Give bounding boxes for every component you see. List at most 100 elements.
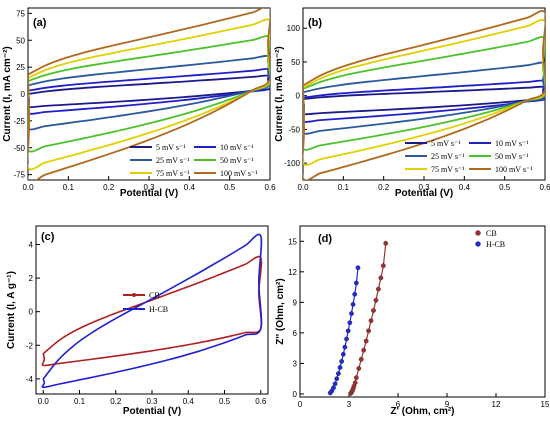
y-tick-label: 3 (293, 359, 298, 368)
data-point (345, 328, 351, 334)
panel-b: 0.0 0.1 0.2 0.3 0.4 0.5 0.6 -100 -50 0 50 100 Potent… (274, 7, 550, 199)
series-line-1 (28, 74, 270, 109)
panel-c: 0.0 0.1 0.2 0.3 0.4 0.5 0.6 -4 -2 0 2 4 Potential (V… (6, 225, 269, 417)
panel-d: 0 3 6 9 12 15 0 3 6 9 12 15 Z' (Ohm, cm²) Z'' (Ohm, c… (275, 225, 550, 417)
series-line-3 (303, 61, 545, 135)
y-tick-label: -75 (13, 171, 25, 180)
legend-label: CB (486, 229, 497, 238)
data-point (373, 297, 379, 303)
y-tick-label: -4 (26, 375, 34, 384)
data-point (380, 263, 386, 269)
data-point (353, 375, 359, 381)
data-point (366, 328, 371, 334)
data-point (358, 356, 364, 362)
legend-label: 5 mV s⁻¹ (431, 139, 461, 148)
legend-label: H-CB (486, 240, 505, 249)
data-point (353, 280, 359, 286)
x-tick-label: 0.2 (378, 183, 390, 192)
x-tick-label: 0.1 (63, 183, 75, 192)
x-tick-label: 15 (541, 400, 550, 409)
x-tick-label: 0.4 (183, 397, 195, 406)
series-line-5 (28, 18, 270, 171)
x-tick-label: 0.6 (255, 397, 267, 406)
y-tick-label: -25 (13, 117, 25, 126)
x-tick-label: 9 (445, 400, 450, 409)
data-point (356, 366, 362, 371)
legend-label: CB (149, 291, 160, 300)
data-point (350, 301, 356, 307)
data-point (355, 265, 361, 271)
legend-label: 50 mV s⁻¹ (495, 152, 529, 161)
data-point (335, 371, 341, 376)
y-axis-label: Z'' (Ohm, cm²) (275, 278, 286, 344)
legend-label: H-CB (149, 305, 168, 314)
x-axis-label: Potential (V) (395, 188, 453, 199)
plot-frame (299, 225, 546, 398)
data-point (352, 291, 358, 297)
series-line-2 (28, 67, 270, 115)
y-tick-label: -50 (13, 144, 25, 153)
y-tick-label: 6 (293, 329, 298, 338)
legend-label: 100 mV s⁻¹ (495, 165, 533, 174)
legend: CB H-CB (123, 291, 168, 314)
x-tick-label: 6 (396, 400, 401, 409)
x-tick-label: 0.5 (219, 397, 231, 406)
y-tick-label: 0 (21, 90, 26, 99)
legend-label: 25 mV s⁻¹ (156, 156, 190, 165)
plot-area (303, 9, 545, 180)
y-tick-label: 100 (287, 24, 301, 33)
y-tick-label: -50 (288, 125, 300, 134)
y-tick-label: 0 (293, 390, 298, 399)
x-tick-label: 0.4 (459, 183, 471, 192)
data-point (375, 286, 381, 292)
x-tick-label: 0.5 (224, 183, 236, 192)
panel-a: 0.0 0.1 0.2 0.3 0.4 0.5 0.6 -75 -50 -25 0 25 50 75 Pot… (2, 7, 276, 199)
y-tick-label: -100 (284, 159, 301, 168)
series-line-1 (350, 243, 387, 394)
series-line-6 (28, 8, 270, 180)
y-tick-label: 15 (288, 237, 297, 246)
legend-label: 5 mV s⁻¹ (156, 143, 186, 152)
x-tick-label: 0.0 (38, 397, 50, 406)
y-tick-label: 25 (16, 63, 25, 72)
x-tick-label: 12 (492, 400, 501, 409)
x-tick-label: 0.3 (146, 397, 158, 406)
data-point (361, 347, 367, 353)
x-tick-label: 0.6 (264, 183, 276, 192)
data-point (368, 318, 374, 324)
legend-label: 10 mV s⁻¹ (220, 143, 254, 152)
y-tick-label: 50 (291, 58, 300, 67)
panel-label: (c) (41, 231, 55, 243)
x-tick-label: 0.1 (74, 397, 86, 406)
x-tick-label: 0.0 (22, 183, 34, 192)
x-tick-label: 0.6 (539, 183, 550, 192)
legend-label: 10 mV s⁻¹ (495, 139, 529, 148)
legend-label: 50 mV s⁻¹ (220, 156, 254, 165)
x-tick-label: 0 (298, 400, 303, 409)
y-tick-label: 9 (293, 298, 298, 307)
legend-marker (475, 230, 481, 236)
legend-label: 25 mV s⁻¹ (431, 152, 465, 161)
series-line-1 (303, 85, 545, 116)
x-tick-label: 3 (347, 400, 352, 409)
panel-label: (b) (308, 17, 322, 29)
y-tick-label: 0 (296, 92, 301, 101)
series-line-2 (41, 233, 263, 389)
legend: 5 mV s⁻¹ 10 mV s⁻¹ 25 mV s⁻¹ 50 mV s⁻¹ 75 mV… (405, 139, 533, 174)
series-line-6 (303, 9, 545, 180)
data-point (347, 320, 353, 326)
data-point (349, 311, 354, 316)
data-point (332, 381, 338, 387)
y-tick-label: 12 (288, 268, 297, 277)
plot-area (28, 8, 270, 180)
data-point (383, 240, 389, 246)
legend: 5 mV s⁻¹ 10 mV s⁻¹ 25 mV s⁻¹ 50 mV s⁻¹ 75 mV… (130, 143, 258, 178)
x-tick-label: 0.2 (103, 183, 115, 192)
data-point (344, 336, 349, 342)
x-tick-label: 0.2 (110, 397, 122, 406)
legend-label: 100 mV s⁻¹ (220, 169, 258, 178)
y-tick-label: 75 (16, 9, 25, 18)
data-point (352, 380, 358, 386)
x-tick-label: 0.1 (338, 183, 350, 192)
